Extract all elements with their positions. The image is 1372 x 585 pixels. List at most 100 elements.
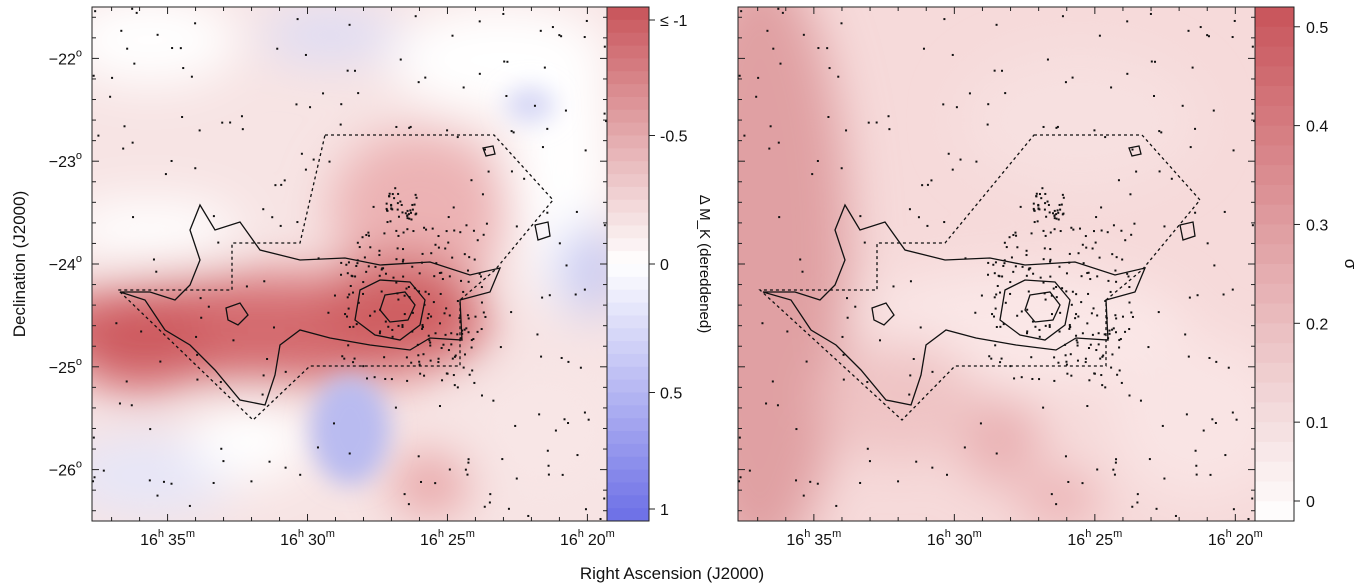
- star-point: [473, 258, 476, 261]
- star-point: [523, 177, 526, 180]
- star-point: [1105, 317, 1108, 320]
- star-point: [1071, 290, 1074, 293]
- colorbar-step: [607, 174, 649, 188]
- star-point: [931, 466, 934, 469]
- star-point: [380, 268, 383, 271]
- star-point: [1098, 34, 1101, 37]
- star-point: [383, 232, 386, 235]
- star-point: [992, 263, 995, 266]
- star-point: [347, 344, 350, 347]
- star-point: [482, 311, 485, 314]
- star-point: [866, 381, 869, 384]
- star-point: [473, 381, 476, 384]
- star-point: [1194, 449, 1197, 452]
- star-point: [1003, 241, 1006, 244]
- star-point: [943, 18, 946, 21]
- star-point: [461, 332, 464, 335]
- star-point: [1184, 333, 1187, 336]
- star-point: [1196, 294, 1199, 297]
- star-point: [384, 272, 387, 275]
- star-point: [396, 247, 399, 250]
- star-point: [837, 75, 840, 78]
- colorbar-step: [607, 199, 649, 214]
- star-point: [505, 94, 508, 97]
- star-point: [482, 233, 485, 236]
- star-point: [1036, 220, 1039, 223]
- star-point: [340, 273, 343, 276]
- star-point: [1076, 344, 1079, 347]
- star-point: [349, 284, 352, 287]
- star-point: [480, 328, 483, 331]
- star-point: [996, 284, 999, 287]
- star-point: [963, 446, 966, 449]
- star-point: [1187, 355, 1190, 358]
- colorbar-step: [607, 456, 649, 471]
- star-point: [410, 361, 413, 364]
- y-axis-title: Declination (J2000): [10, 191, 29, 337]
- y-tick-label: −25o: [49, 356, 82, 377]
- star-point: [1014, 265, 1017, 268]
- star-point: [503, 60, 506, 63]
- star-point: [975, 160, 978, 163]
- star-point: [1251, 497, 1254, 500]
- star-point: [1038, 193, 1041, 196]
- star-point: [1046, 200, 1049, 203]
- star-point: [304, 53, 307, 56]
- star-point: [373, 310, 376, 313]
- star-point: [1126, 20, 1129, 23]
- star-point: [1035, 192, 1038, 195]
- y-tick-value: −23: [49, 154, 76, 171]
- colorbar-step: [1255, 105, 1294, 127]
- y-tick-label: −26o: [49, 459, 82, 480]
- star-point: [429, 359, 432, 362]
- colorbar-step: [1255, 362, 1294, 384]
- star-point: [467, 458, 470, 461]
- star-point: [1209, 473, 1212, 476]
- star-point: [859, 215, 862, 218]
- star-point: [434, 482, 437, 485]
- right-heatmap-field: [738, 7, 1255, 521]
- colorbar-step: [607, 328, 649, 342]
- star-point: [434, 332, 437, 335]
- star-point: [476, 239, 479, 242]
- star-point: [748, 469, 751, 472]
- star-point: [1089, 343, 1092, 346]
- colorbar-step: [1255, 382, 1294, 403]
- star-point: [1072, 228, 1075, 231]
- star-point: [1075, 293, 1078, 296]
- star-point: [1087, 292, 1090, 295]
- star-point: [1112, 224, 1115, 227]
- star-point: [1047, 203, 1050, 206]
- star-point: [356, 241, 359, 244]
- star-point: [459, 337, 462, 340]
- star-point: [361, 236, 364, 239]
- star-point: [772, 47, 775, 50]
- star-point: [309, 106, 312, 109]
- star-point: [418, 363, 421, 366]
- star-point: [388, 192, 391, 195]
- star-point: [951, 53, 954, 56]
- star-point: [1094, 241, 1097, 244]
- star-point: [778, 216, 781, 219]
- star-point: [543, 66, 546, 69]
- colorbar-tick-label: 0.1: [1306, 415, 1328, 432]
- star-point: [842, 353, 845, 356]
- y-tick-value: −26: [49, 463, 76, 480]
- star-point: [421, 323, 424, 326]
- star-point: [514, 424, 517, 427]
- star-point: [212, 481, 215, 484]
- x-tick-hours: 16: [927, 532, 945, 549]
- star-point: [1003, 262, 1006, 265]
- star-point: [1131, 505, 1134, 508]
- star-point: [217, 241, 220, 244]
- star-point: [445, 307, 448, 310]
- star-point: [1077, 315, 1080, 318]
- star-point: [1016, 246, 1019, 249]
- star-point: [131, 7, 134, 10]
- star-point: [1025, 254, 1028, 257]
- star-point: [1114, 314, 1117, 317]
- star-point: [408, 296, 411, 299]
- colorbar-step: [1255, 204, 1294, 225]
- star-point: [393, 197, 396, 200]
- star-point: [1155, 507, 1158, 510]
